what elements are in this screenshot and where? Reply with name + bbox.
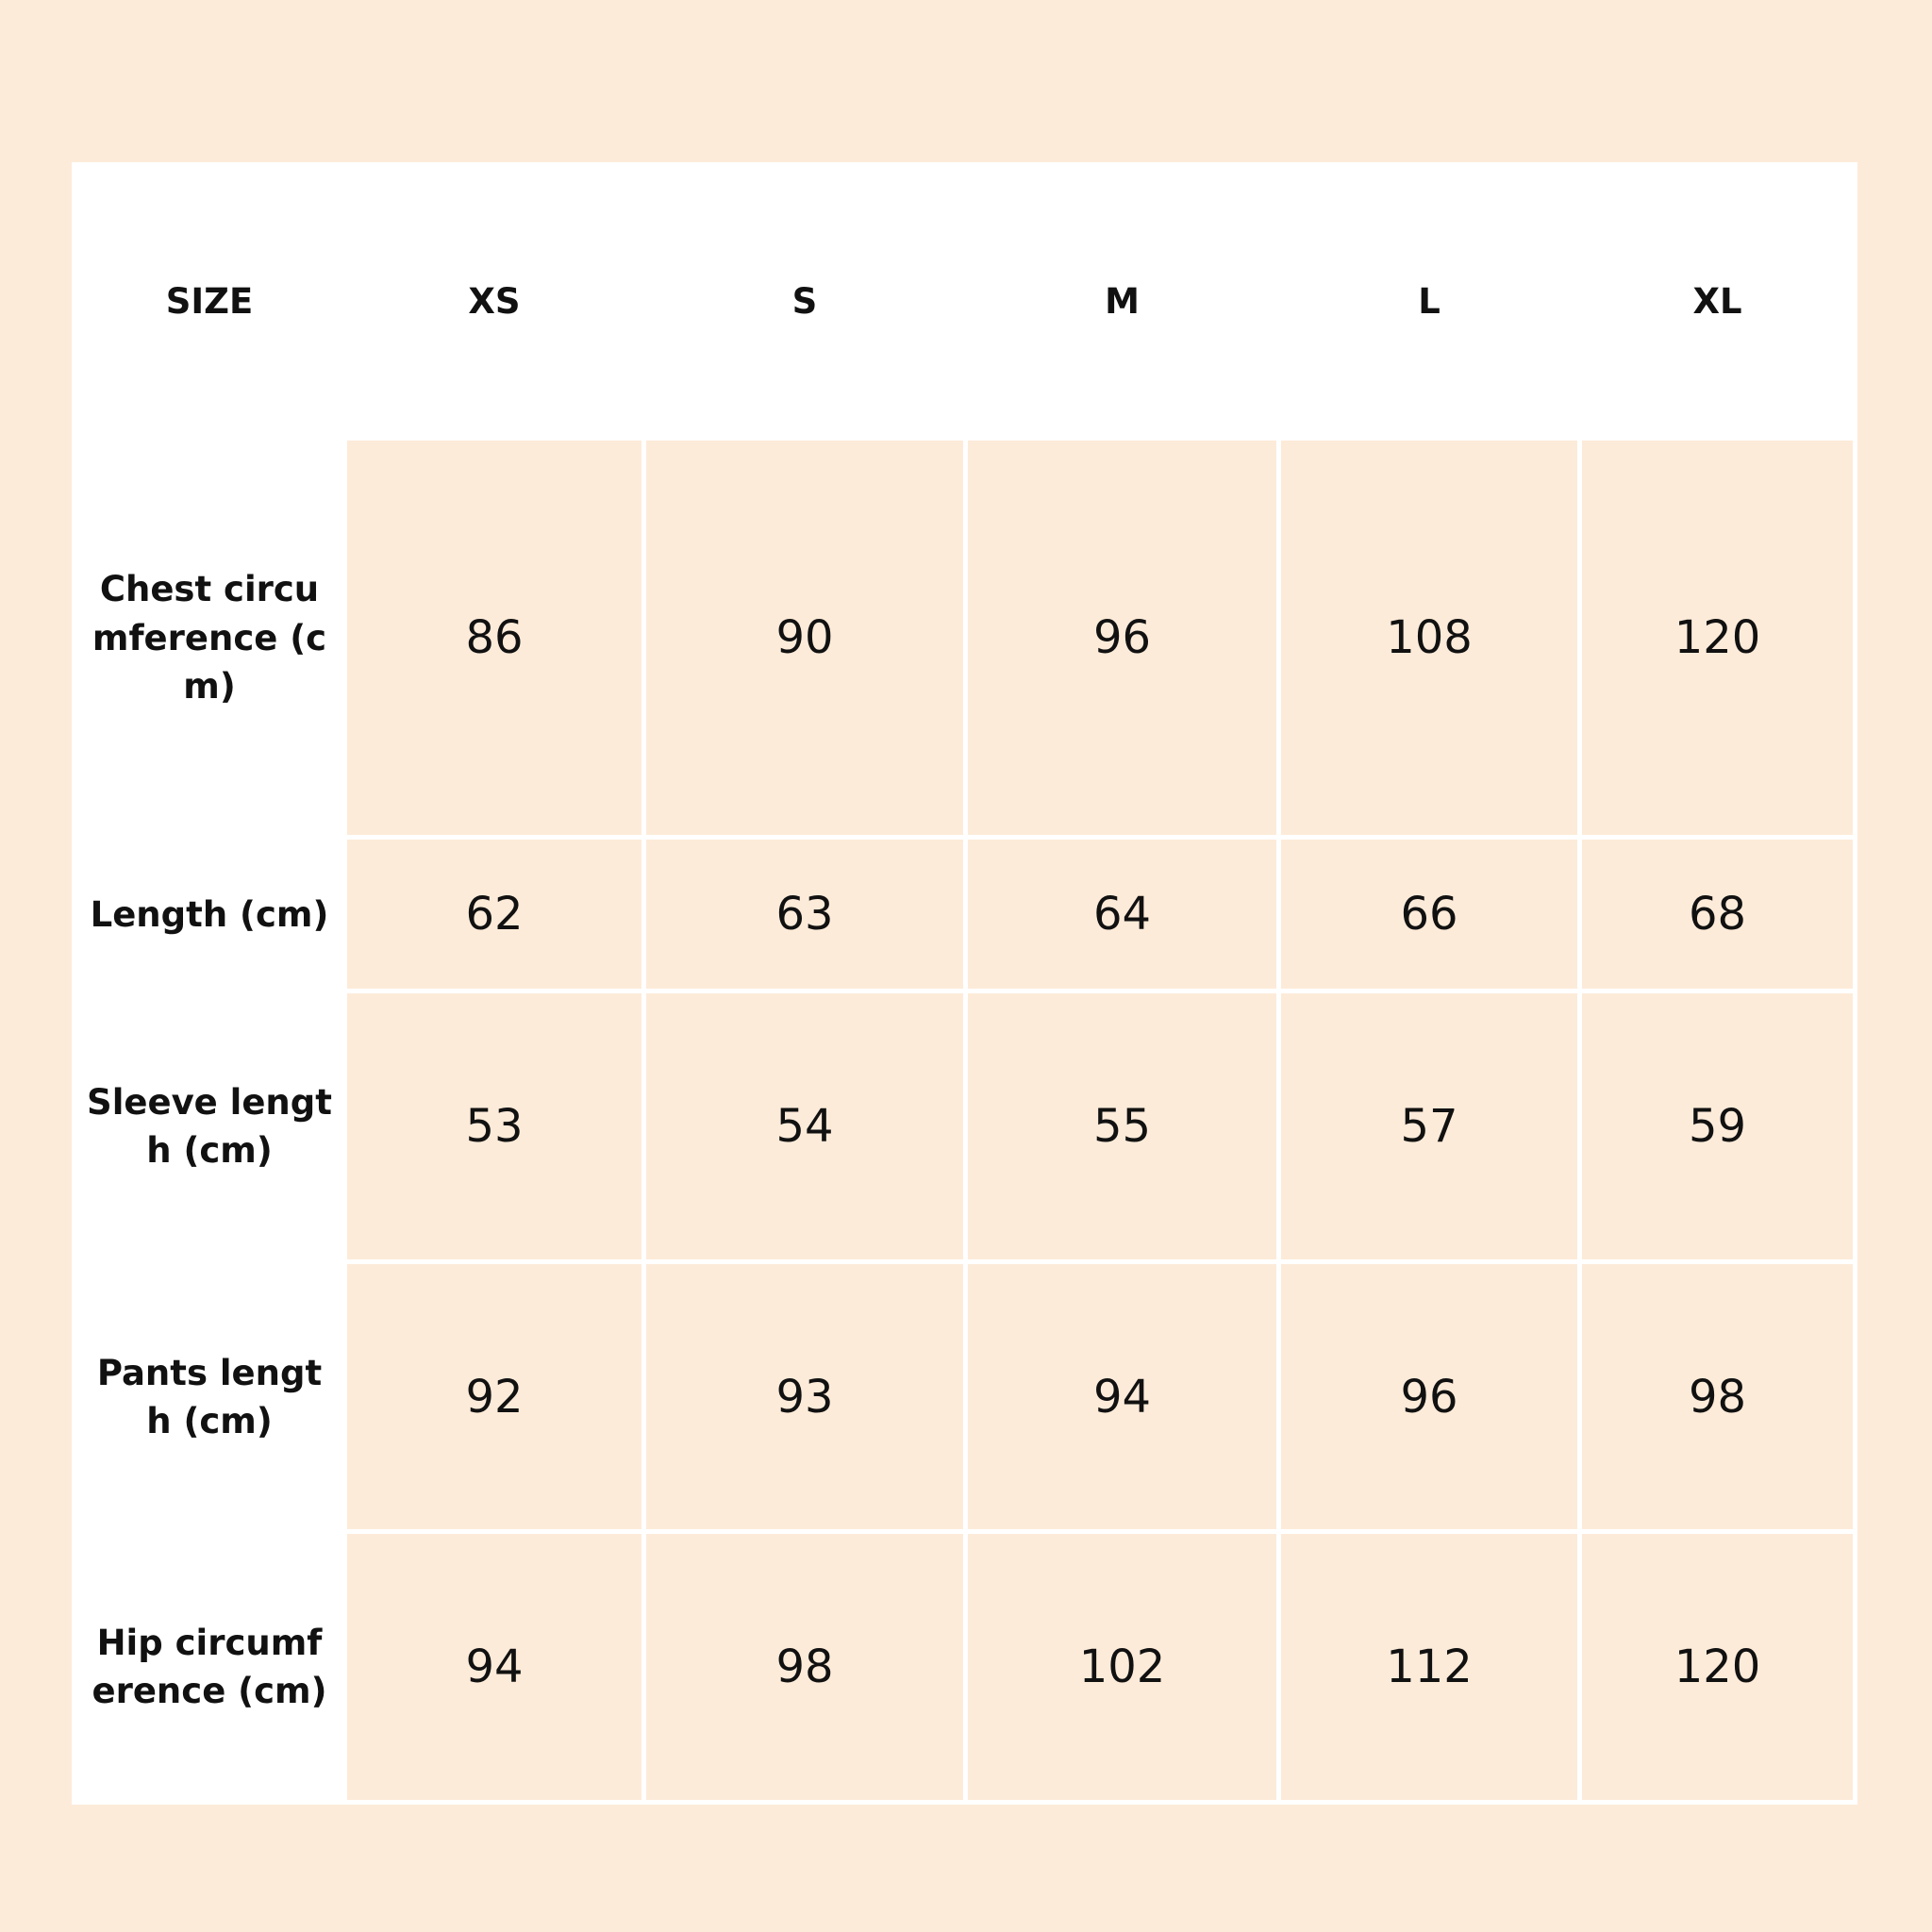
measurement-row: Sleeve length (cm) 53 54 55 57 59 — [72, 989, 1857, 1264]
row-label: Pants length (cm) — [72, 1258, 347, 1535]
measurement-value: 90 — [641, 435, 968, 841]
row-label: Hip circumference (cm) — [72, 1529, 347, 1805]
measurement-value: 86 — [342, 435, 646, 841]
measurement-value: 112 — [1276, 1529, 1582, 1805]
measurement-value: 53 — [342, 989, 646, 1264]
measurement-value: 94 — [963, 1258, 1281, 1535]
size-header: L — [1276, 162, 1582, 441]
measurement-value: 96 — [963, 435, 1281, 841]
measurement-value: 120 — [1577, 1529, 1857, 1805]
measurement-value: 94 — [342, 1529, 646, 1805]
measurement-value: 93 — [641, 1258, 968, 1535]
row-label: Chest circumference (cm) — [72, 435, 347, 841]
size-header: XL — [1577, 162, 1857, 441]
row-label: Length (cm) — [72, 835, 347, 994]
size-header: S — [641, 162, 968, 441]
size-header: M — [963, 162, 1281, 441]
measurement-row: Chest circumference (cm) 86 90 96 108 120 — [72, 435, 1857, 841]
measurement-row: Pants length (cm) 92 93 94 96 98 — [72, 1258, 1857, 1535]
measurement-value: 108 — [1276, 435, 1582, 841]
measurement-value: 68 — [1577, 835, 1857, 994]
measurement-value: 102 — [963, 1529, 1281, 1805]
header-row: SIZE XS S M L XL — [72, 162, 1857, 441]
measurement-value: 59 — [1577, 989, 1857, 1264]
measurement-value: 66 — [1276, 835, 1582, 994]
measurement-row: Length (cm) 62 63 64 66 68 — [72, 835, 1857, 994]
measurement-value: 96 — [1276, 1258, 1582, 1535]
measurement-value: 64 — [963, 835, 1281, 994]
size-header: XS — [342, 162, 646, 441]
measurement-value: 92 — [342, 1258, 646, 1535]
row-label: Sleeve length (cm) — [72, 989, 347, 1264]
measurement-value: 63 — [641, 835, 968, 994]
corner-header: SIZE — [72, 162, 347, 441]
table-header: SIZE XS S M L XL — [72, 162, 1857, 441]
measurement-value: 54 — [641, 989, 968, 1264]
measurement-value: 98 — [641, 1529, 968, 1805]
measurement-value: 62 — [342, 835, 646, 994]
table-body: Chest circumference (cm) 86 90 96 108 120 Leng… — [72, 435, 1857, 1805]
measurement-value: 57 — [1276, 989, 1582, 1264]
size-table: SIZE XS S M L XL Chest circumference (cm) 86 90… — [72, 162, 1857, 1805]
measurement-value: 98 — [1577, 1258, 1857, 1535]
measurement-row: Hip circumference (cm) 94 98 102 112 120 — [72, 1529, 1857, 1805]
measurement-value: 55 — [963, 989, 1281, 1264]
measurement-value: 120 — [1577, 435, 1857, 841]
